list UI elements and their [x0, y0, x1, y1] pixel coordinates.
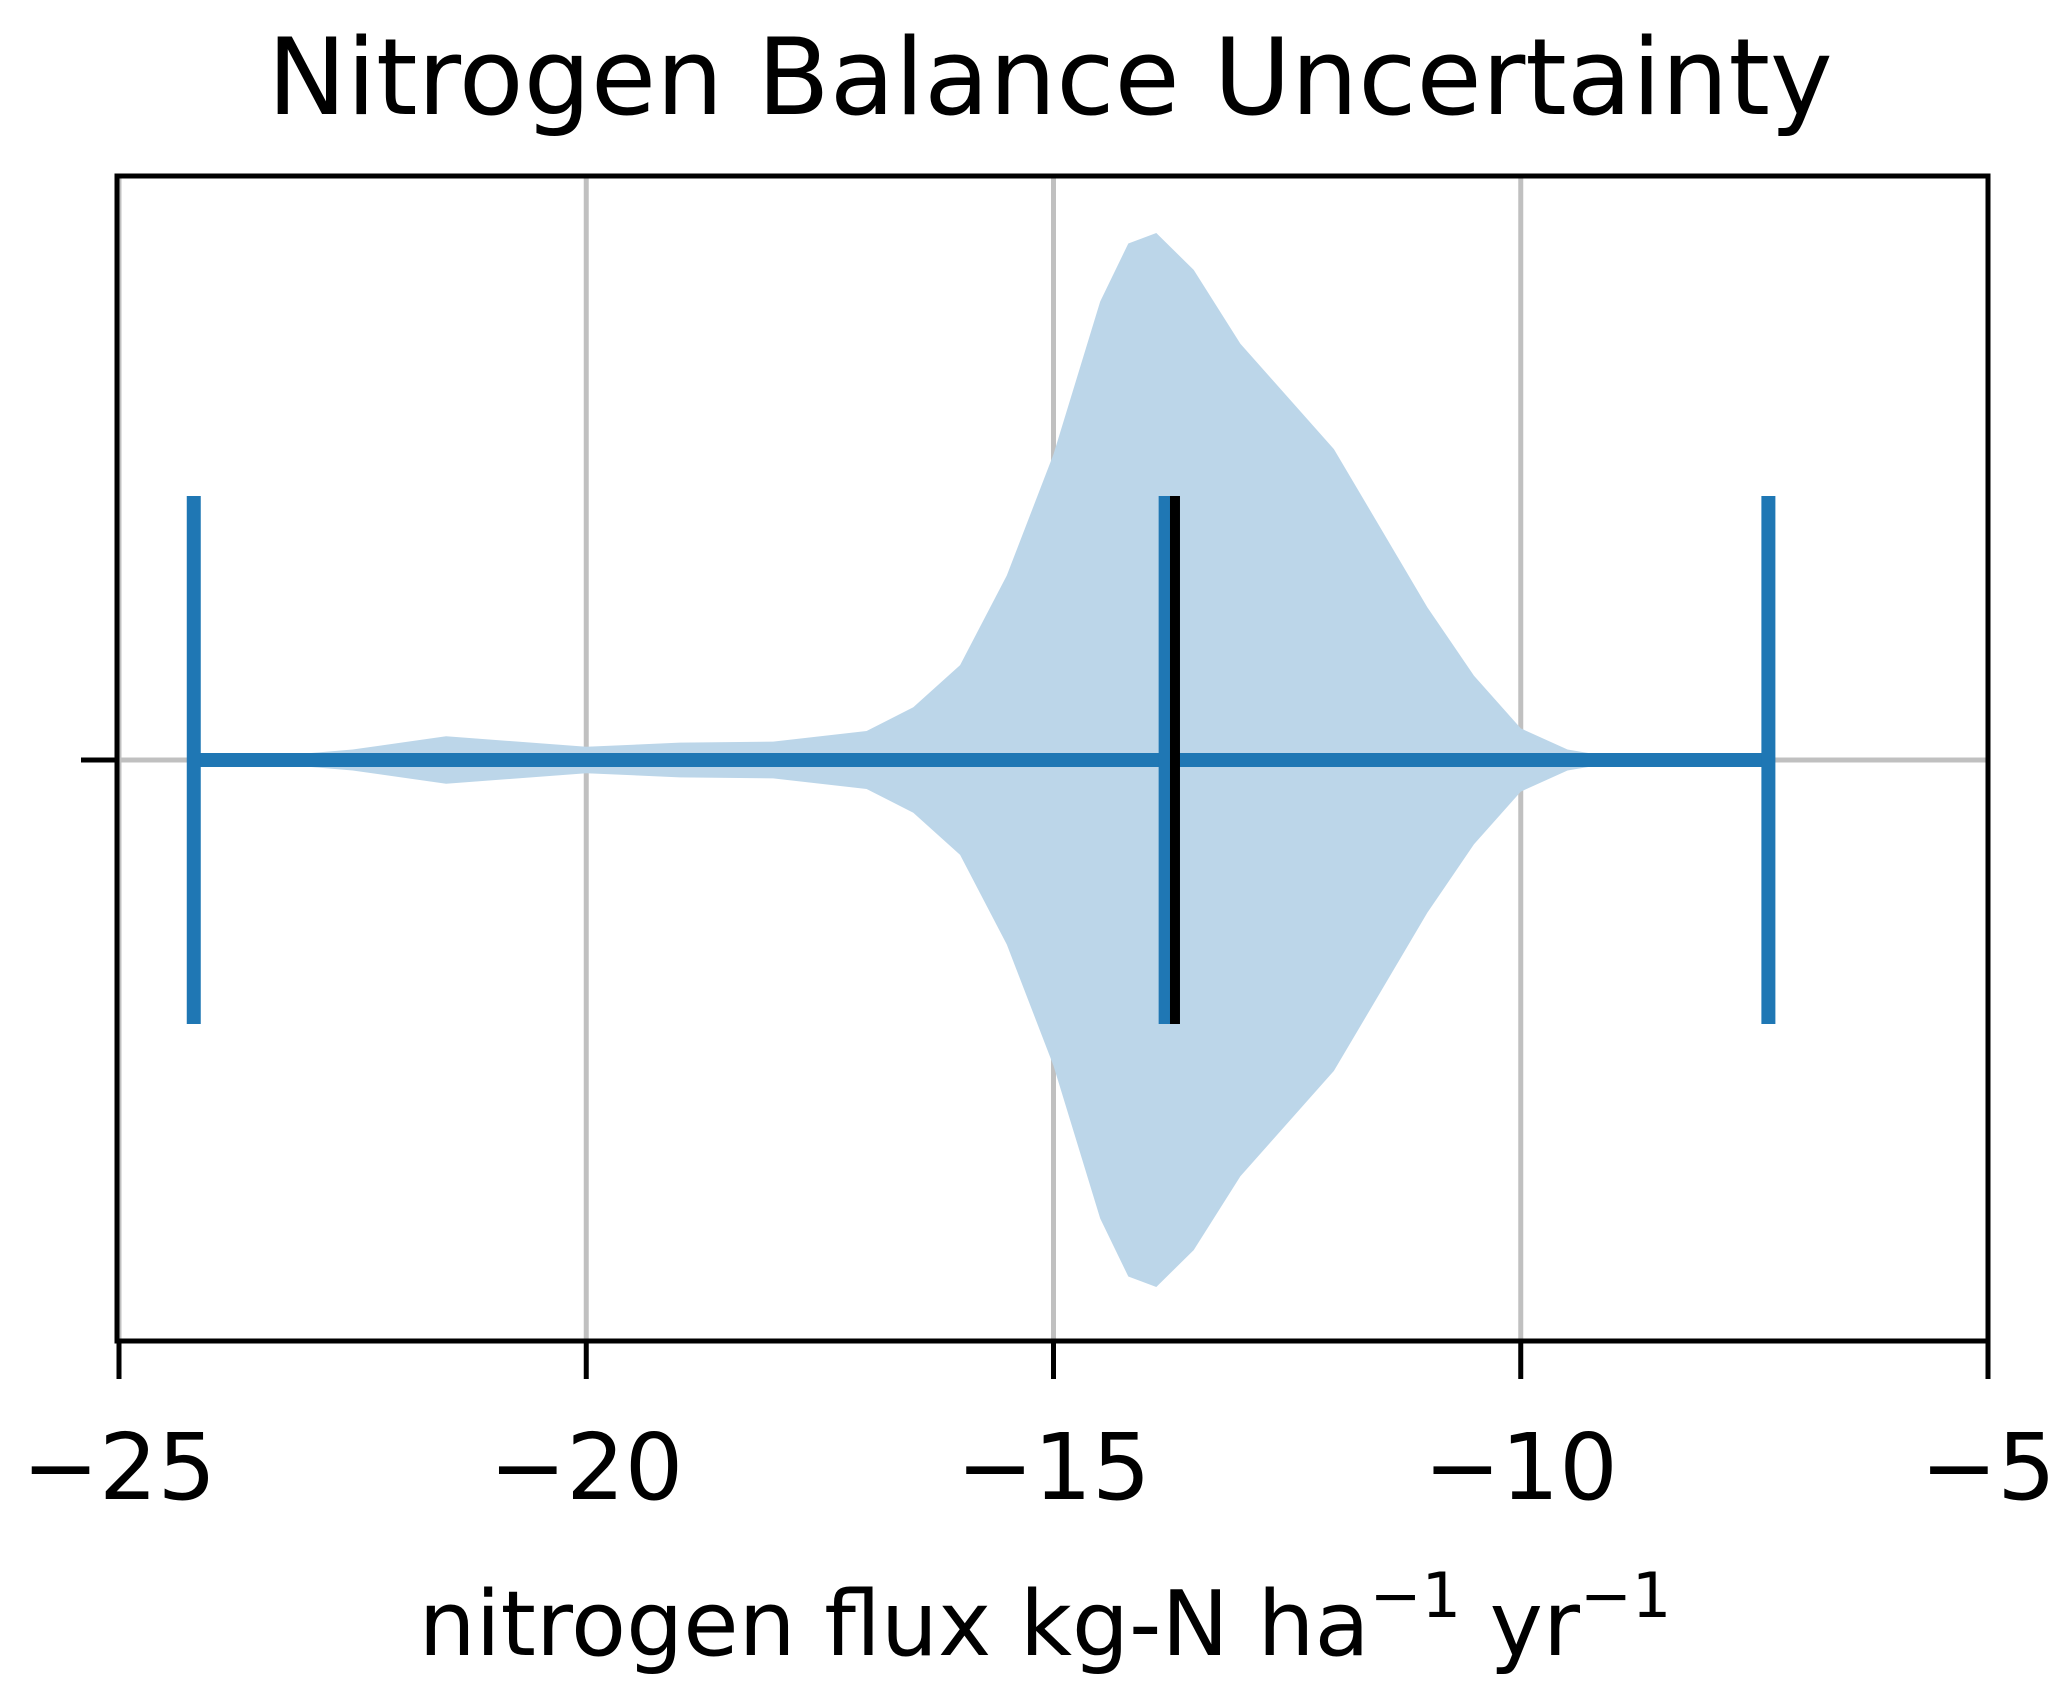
x-axis-label-sup2: −1 — [1580, 1559, 1671, 1632]
x-tick-label: −20 — [489, 1414, 683, 1521]
x-axis-label-main: nitrogen flux kg-N ha — [419, 1572, 1370, 1677]
x-axis-label-yr: yr — [1461, 1572, 1580, 1677]
x-tick-label: −10 — [1424, 1414, 1618, 1521]
x-tick-label: −5 — [1920, 1414, 2056, 1521]
x-tick-label: −25 — [22, 1414, 216, 1521]
x-tick-label: −15 — [956, 1414, 1150, 1521]
chart-title: Nitrogen Balance Uncertainty — [267, 16, 1833, 139]
x-axis-label-sup1: −1 — [1370, 1559, 1461, 1632]
x-axis-label: nitrogen flux kg-N ha−1 yr−1 — [419, 1559, 1672, 1677]
